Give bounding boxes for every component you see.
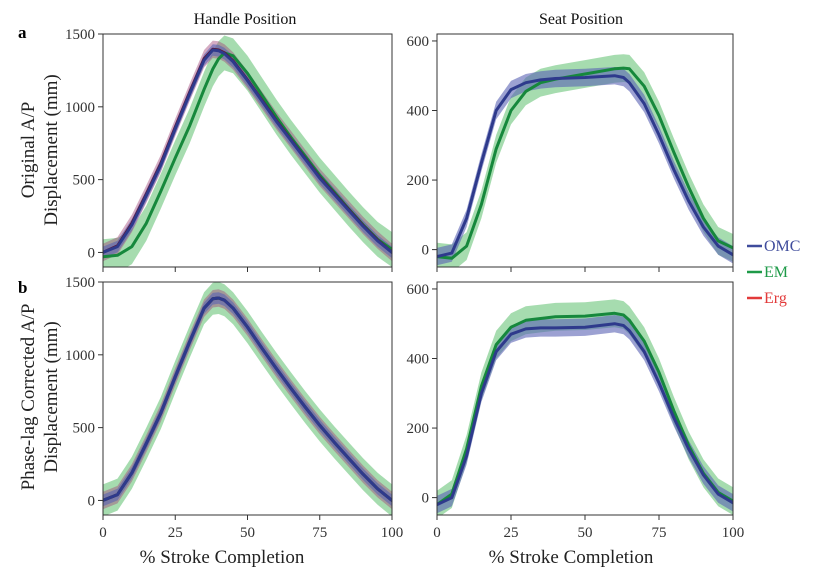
x-tick-label-25: 25: [168, 525, 183, 541]
plot-area: [437, 54, 733, 267]
ylabel-row-b-line2: Displacement (mm): [41, 321, 62, 472]
column-title-seat: Seat Position: [539, 11, 623, 28]
ylabel-row-b-line1: Phase-lag Corrected A/P: [18, 304, 39, 491]
panel-letter-a: a: [18, 23, 27, 42]
y-tick-label-500: 500: [73, 173, 96, 189]
series-line-omc: [103, 48, 392, 254]
ylabel-row-a-line1: Original A/P: [18, 102, 39, 199]
x-tick-label-100: 100: [722, 525, 745, 541]
y-tick-label-600: 600: [407, 282, 430, 298]
x-tick-label-0: 0: [433, 525, 441, 541]
legend-item-em: EM: [747, 264, 788, 281]
panel-a-seat: 0 200 400 600: [407, 33, 734, 272]
y-tick-label-500: 500: [73, 421, 96, 437]
x-tick-label-75: 75: [652, 525, 667, 541]
y-tick-label-200: 200: [407, 173, 430, 189]
series-line-omc: [103, 296, 392, 502]
series-line-omc: [437, 322, 733, 507]
legend-label-em: EM: [764, 264, 788, 281]
x-tick-label-25: 25: [504, 525, 519, 541]
series-line-em: [437, 311, 733, 507]
x-tick-label-100: 100: [381, 525, 404, 541]
y-tick-label-0: 0: [88, 493, 96, 509]
panel-a-handle: 0 500 1000 1500: [65, 27, 393, 272]
x-tick-label-0: 0: [99, 525, 107, 541]
y-tick-label-200: 200: [407, 421, 430, 437]
xlabel-seat: % Stroke Completion: [489, 547, 654, 568]
panel-letter-b: b: [18, 278, 27, 297]
plot-area: [103, 35, 392, 267]
y-tick-label-0: 0: [422, 243, 430, 259]
x-tick-label-50: 50: [240, 525, 255, 541]
legend-item-erg: Erg: [747, 290, 787, 307]
ylabel-row-a: Original A/P Displacement (mm): [18, 74, 62, 225]
x-tick-label-75: 75: [312, 525, 327, 541]
series-line-em: [437, 66, 733, 260]
y-tick-label-1000: 1000: [65, 348, 95, 364]
legend: OMC EM Erg: [747, 238, 800, 307]
y-tick-label-1500: 1500: [65, 275, 95, 291]
series-band-omc: [437, 315, 733, 514]
y-tick-label-600: 600: [407, 34, 430, 50]
legend-label-omc: OMC: [764, 238, 800, 255]
y-tick-label-400: 400: [407, 352, 430, 368]
ylabel-row-a-line2: Displacement (mm): [41, 74, 62, 225]
series-band-em: [437, 54, 733, 267]
plot-area: [103, 282, 392, 515]
legend-label-erg: Erg: [764, 290, 787, 307]
x-tick-label-50: 50: [578, 525, 593, 541]
xlabel-handle: % Stroke Completion: [140, 547, 305, 568]
plot-area: [437, 299, 733, 515]
panel-b-handle: 0 500 1000 1500 0 25 50 75 100: [65, 275, 403, 541]
y-tick-label-1500: 1500: [65, 27, 95, 43]
series-line-omc: [437, 74, 733, 259]
y-tick-label-400: 400: [407, 104, 430, 120]
column-title-handle: Handle Position: [194, 11, 297, 28]
y-tick-label-0: 0: [88, 245, 96, 261]
series-band-em: [103, 282, 392, 515]
legend-item-omc: OMC: [747, 238, 800, 255]
panel-b-seat: 0 200 400 600 0 25 50 75 100: [407, 281, 745, 541]
y-tick-label-0: 0: [422, 491, 430, 507]
ylabel-row-b: Phase-lag Corrected A/P Displacement (mm…: [18, 304, 62, 491]
series-band-erg: [103, 289, 392, 510]
y-tick-label-1000: 1000: [65, 100, 95, 116]
